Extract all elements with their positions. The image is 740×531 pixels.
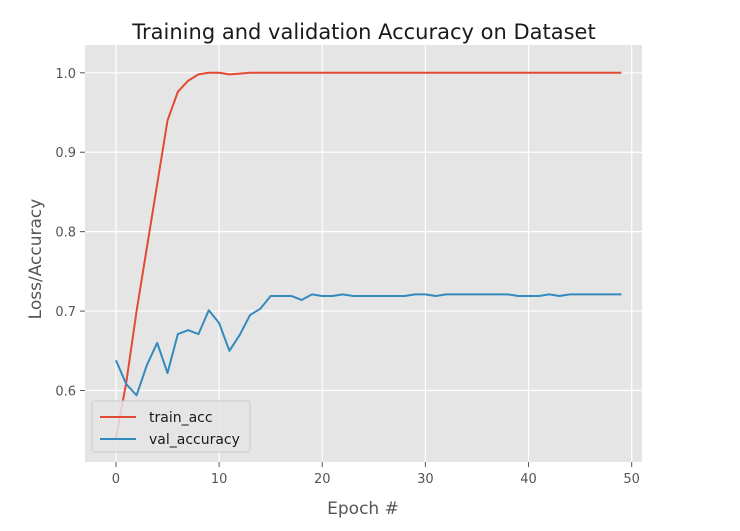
plot-area [85, 45, 642, 462]
y-tick-label: 0.9 [55, 146, 76, 161]
y-axis-label: Loss/Accuracy [26, 199, 46, 320]
series-line-val_accuracy [115, 293, 622, 397]
y-tick-label: 1.0 [55, 67, 76, 82]
x-tick-label: 50 [623, 472, 640, 487]
legend-label-train_acc: train_acc [149, 410, 213, 426]
chart-title: Training and validation Accuracy on Data… [131, 20, 595, 44]
x-tick-label: 0 [112, 472, 120, 487]
x-tick-label: 30 [417, 472, 434, 487]
axis-ticks: 0 10 20 30 40 50 0.6 0.7 0.8 0.9 1.0 [55, 67, 640, 487]
y-tick-label: 0.8 [55, 226, 76, 241]
x-tick-label: 40 [520, 472, 537, 487]
x-tick-label: 20 [314, 472, 331, 487]
legend: train_acc val_accuracy [91, 400, 251, 453]
series-lines [114, 71, 622, 439]
x-axis-label: Epoch # [327, 499, 399, 519]
series-line-train_acc [114, 71, 622, 439]
y-tick-label: 0.6 [55, 385, 76, 400]
y-tick-label: 0.7 [55, 305, 76, 320]
x-tick-label: 10 [211, 472, 228, 487]
legend-label-val_accuracy: val_accuracy [149, 432, 240, 448]
